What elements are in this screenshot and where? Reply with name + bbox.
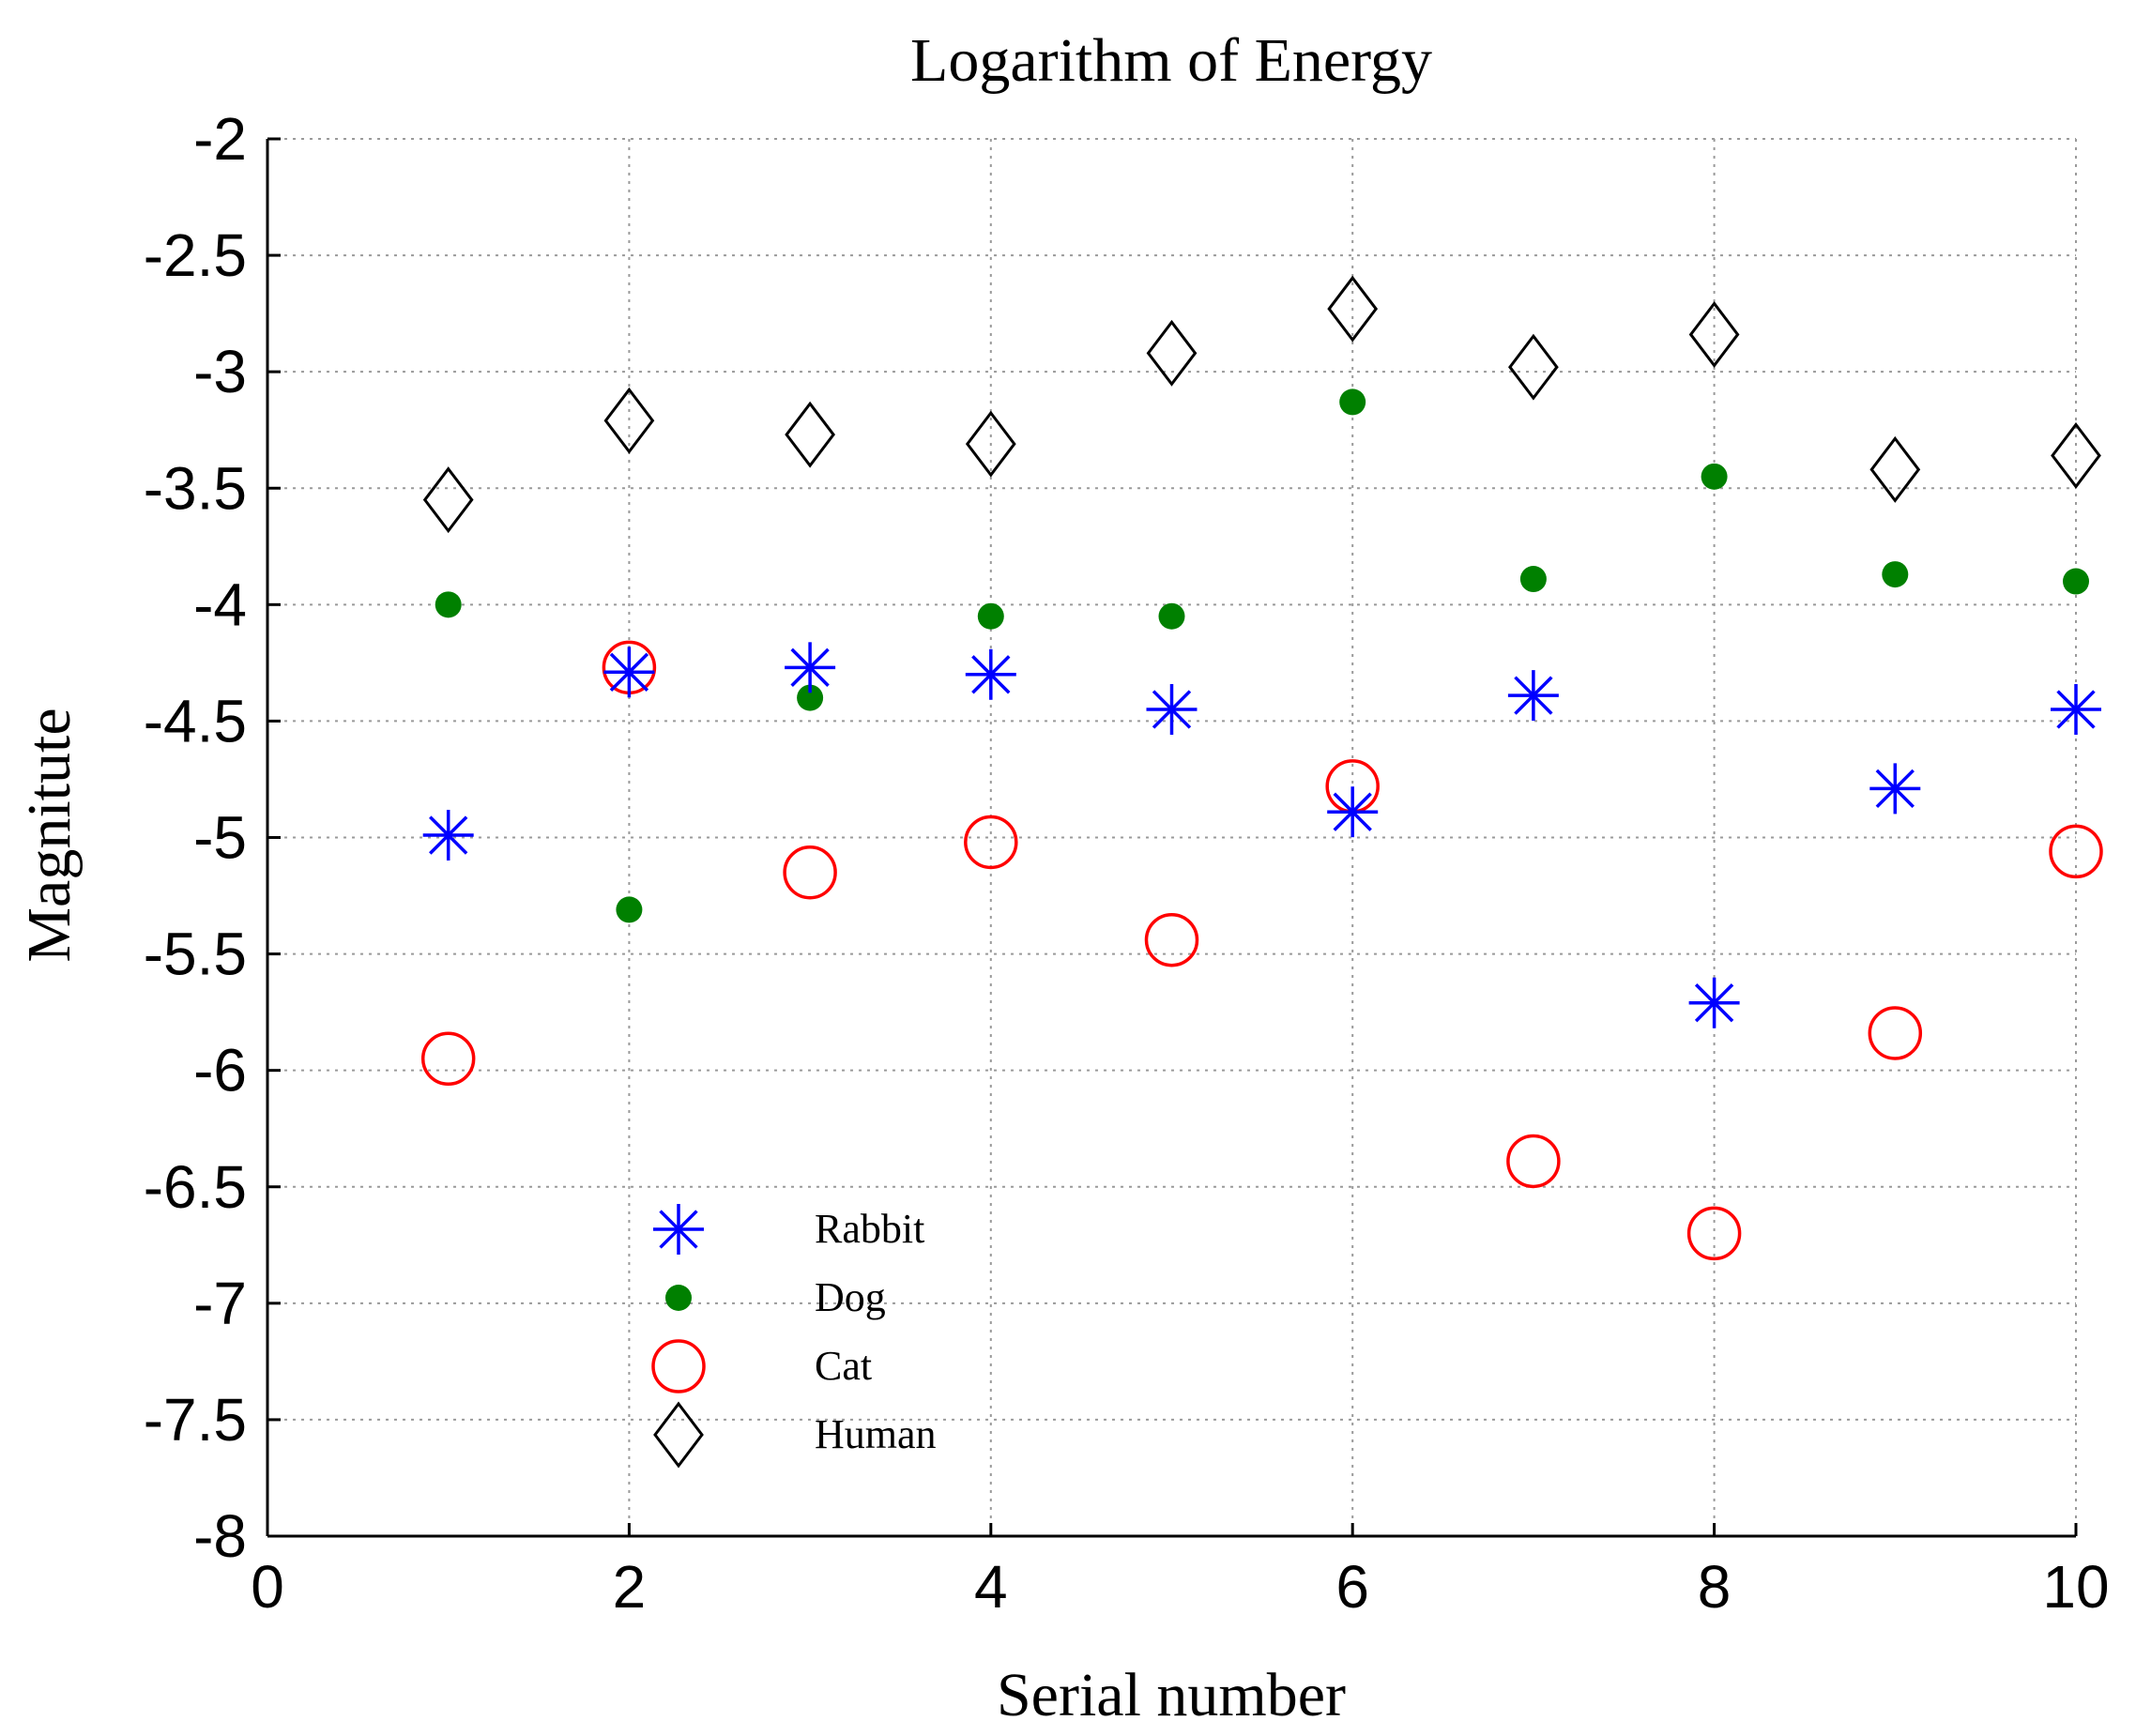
legend-marker-dog	[665, 1285, 692, 1311]
y-tick-label: -2.5	[144, 221, 247, 289]
data-point-rabbit	[422, 810, 474, 861]
data-point-dog	[1158, 602, 1185, 630]
legend-label-cat: Cat	[815, 1343, 872, 1389]
legend-marker-cat	[651, 1339, 706, 1393]
data-point-cat	[783, 845, 837, 900]
data-point-rabbit	[965, 648, 1016, 700]
data-point-rabbit	[1688, 977, 1740, 1028]
data-point-human	[1146, 319, 1198, 387]
data-point-human	[965, 410, 1016, 478]
data-point-dog	[797, 684, 824, 711]
data-point-human	[1327, 275, 1379, 343]
data-point-dog	[1701, 463, 1728, 490]
data-point-dog	[1882, 561, 1909, 588]
y-tick-label: -7	[193, 1270, 247, 1337]
data-point-dog	[435, 591, 462, 618]
data-point-human	[1508, 333, 1559, 401]
data-point-rabbit	[1869, 763, 1921, 815]
y-axis-label: Magnitute	[15, 708, 84, 962]
y-tick-label: -6	[193, 1037, 247, 1104]
x-tick-label: 10	[2042, 1553, 2109, 1621]
y-tick-label: -6.5	[144, 1153, 247, 1221]
x-tick-label: 0	[251, 1553, 284, 1621]
axes	[266, 137, 2078, 1538]
y-tick-label: -3	[193, 338, 247, 405]
legend-label-human: Human	[815, 1411, 937, 1457]
legend-label-dog: Dog	[815, 1274, 886, 1320]
data-markers	[420, 275, 2103, 1261]
x-axis-label: Serial number	[997, 1661, 1346, 1729]
data-point-cat	[2049, 824, 2103, 879]
data-point-cat	[1868, 1006, 1923, 1060]
data-point-cat	[1686, 1206, 1742, 1261]
data-point-rabbit	[1146, 684, 1198, 736]
data-point-rabbit	[1327, 786, 1379, 838]
data-point-dog	[1519, 566, 1547, 593]
tick-labels: 0 2 4 6 8 10 -2 -2.5 -3 -3.5 -4 -4.5 -5 -5.5 -6 -6.5 -7 -…	[144, 105, 2110, 1621]
data-point-human	[1869, 435, 1921, 503]
data-point-dog	[2063, 568, 2089, 595]
y-tick-label: -8	[193, 1502, 247, 1570]
y-tick-label: -2	[193, 105, 247, 173]
y-tick-label: -4	[193, 571, 247, 638]
y-tick-label: -7.5	[144, 1386, 247, 1454]
data-point-rabbit	[2051, 684, 2101, 736]
data-point-dog	[977, 602, 1004, 630]
y-tick-label: -4.5	[144, 687, 247, 754]
data-point-human	[785, 401, 835, 468]
x-tick-label: 4	[974, 1553, 1008, 1621]
y-tick-label: -5.5	[144, 921, 247, 988]
data-point-rabbit	[785, 642, 836, 693]
data-point-human	[2051, 422, 2101, 489]
y-tick-label: -5	[193, 804, 247, 872]
legend-marker-rabbit	[653, 1204, 704, 1255]
data-point-human	[1688, 300, 1740, 368]
chart-title: Logarithm of Energy	[910, 26, 1432, 95]
legend: Rabbit Dog Cat Human	[651, 1204, 937, 1469]
legend-marker-human	[653, 1401, 704, 1469]
legend-label-rabbit: Rabbit	[815, 1206, 924, 1252]
data-point-cat	[1506, 1134, 1561, 1189]
data-point-rabbit	[603, 647, 655, 698]
y-tick-label: -3.5	[144, 454, 247, 522]
x-tick-label: 6	[1335, 1553, 1369, 1621]
data-point-human	[603, 387, 655, 454]
x-tick-label: 2	[613, 1553, 647, 1621]
data-point-cat	[420, 1031, 476, 1087]
data-point-dog	[616, 896, 643, 923]
x-tick-label: 8	[1698, 1553, 1732, 1621]
data-point-cat	[1144, 912, 1199, 967]
data-point-rabbit	[1507, 670, 1559, 722]
data-point-cat	[964, 815, 1018, 870]
data-point-dog	[1339, 388, 1366, 416]
data-point-human	[422, 466, 474, 534]
